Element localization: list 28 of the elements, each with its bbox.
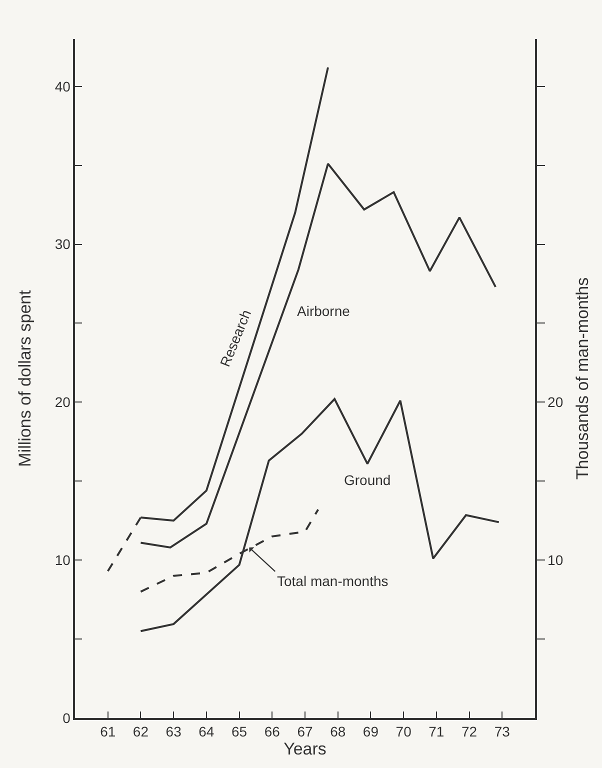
y2-tick-label: 20 bbox=[548, 394, 564, 410]
x-tick-label: 67 bbox=[297, 724, 313, 740]
x-tick-label: 61 bbox=[100, 724, 116, 740]
x-tick-label: 69 bbox=[362, 724, 379, 740]
x-tick-label: 66 bbox=[264, 724, 280, 740]
x-tick-label: 73 bbox=[494, 724, 510, 740]
y2-tick-label: 10 bbox=[548, 552, 564, 568]
x-tick-label: 70 bbox=[396, 724, 412, 740]
x-tick-label: 64 bbox=[198, 724, 214, 740]
x-tick-label: 68 bbox=[330, 724, 346, 740]
x-tick-label: 63 bbox=[166, 724, 182, 740]
line-series bbox=[140, 162, 497, 548]
x-axis-title: Years bbox=[284, 740, 326, 759]
y-tick-label: 10 bbox=[54, 552, 71, 568]
y-tick-label: 30 bbox=[54, 236, 71, 252]
x-tick-label: 72 bbox=[462, 724, 478, 740]
x-tick-label: 71 bbox=[428, 724, 444, 740]
y2-axis-title: Thousands of man-months bbox=[573, 277, 592, 480]
line-series bbox=[140, 398, 500, 632]
series-label: Ground bbox=[344, 472, 391, 488]
x-tick-label: 62 bbox=[132, 724, 149, 740]
y-tick-label: 40 bbox=[54, 78, 71, 94]
x-tick-label: 65 bbox=[232, 724, 248, 740]
y-axis-title: Millions of dollars spent bbox=[16, 290, 34, 467]
series-label: Airborne bbox=[297, 303, 350, 319]
y-tick-label: 0 bbox=[62, 710, 71, 726]
text: Total man-months bbox=[277, 573, 388, 589]
y-tick-label: 20 bbox=[54, 394, 71, 410]
